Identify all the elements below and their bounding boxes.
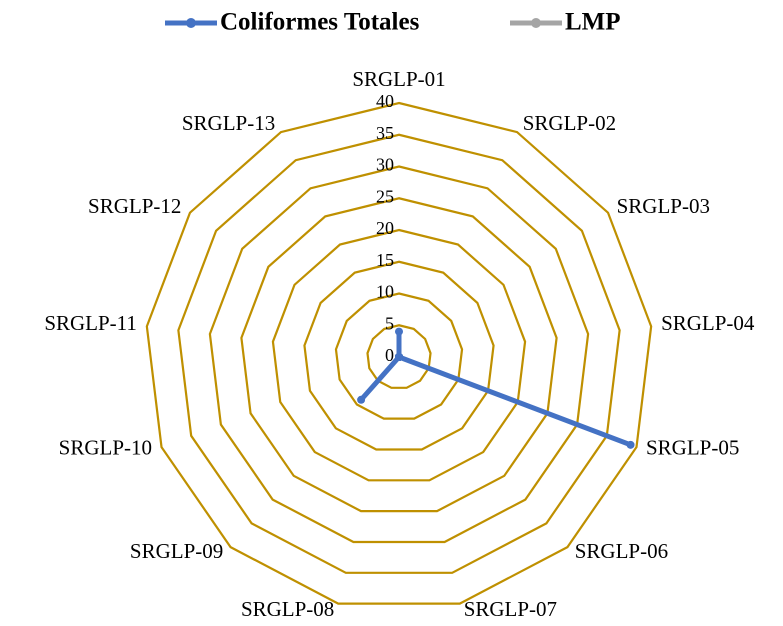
y-tick-label: 10 <box>376 282 394 302</box>
y-tick-label: 5 <box>385 313 394 333</box>
category-label: SRGLP-02 <box>523 111 616 135</box>
y-tick-label: 40 <box>376 91 394 111</box>
category-label: SRGLP-11 <box>44 311 137 335</box>
category-label: SRGLP-03 <box>617 194 710 218</box>
grid-ring <box>177 133 621 574</box>
y-tick-label: 15 <box>376 250 394 270</box>
grid-ring <box>366 324 432 389</box>
category-label: SRGLP-08 <box>241 597 334 621</box>
grid-ring <box>240 197 558 513</box>
grid-ring <box>208 165 590 544</box>
grid-ring <box>271 228 527 482</box>
series-marker <box>395 353 403 361</box>
legend-marker <box>186 18 196 28</box>
series-marker <box>626 440 635 449</box>
legend-label: Coliformes Totales <box>220 9 420 36</box>
category-label: SRGLP-01 <box>352 67 445 91</box>
grid-ring <box>303 260 495 451</box>
series-marker <box>357 395 366 404</box>
y-tick-label: 35 <box>376 123 394 143</box>
category-label: SRGLP-06 <box>575 539 668 563</box>
legend-marker <box>531 18 541 28</box>
category-label: SRGLP-09 <box>130 539 223 563</box>
category-label: SRGLP-04 <box>661 311 755 335</box>
category-label: SRGLP-12 <box>88 194 181 218</box>
y-tick-label: 25 <box>376 186 394 206</box>
category-label: SRGLP-13 <box>182 111 275 135</box>
y-tick-label: 30 <box>376 155 394 175</box>
y-tick-label: 0 <box>385 345 394 365</box>
y-tick-label: 20 <box>376 218 394 238</box>
grid-ring <box>145 101 653 605</box>
category-label: SRGLP-10 <box>59 436 152 460</box>
series-marker <box>395 327 403 336</box>
grid-ring <box>334 292 464 420</box>
legend-label: LMP <box>565 9 621 36</box>
category-label: SRGLP-05 <box>646 436 739 460</box>
category-label: SRGLP-07 <box>464 597 557 621</box>
